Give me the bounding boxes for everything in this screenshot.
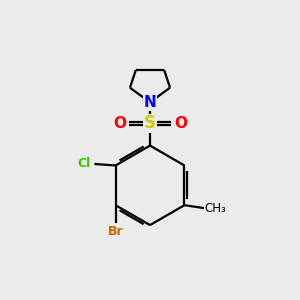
Text: Br: Br [108, 225, 123, 238]
Text: CH₃: CH₃ [205, 202, 226, 215]
Text: O: O [113, 116, 126, 131]
Text: N: N [144, 95, 156, 110]
Text: O: O [174, 116, 187, 131]
Text: S: S [144, 115, 156, 133]
Text: Cl: Cl [77, 158, 91, 170]
